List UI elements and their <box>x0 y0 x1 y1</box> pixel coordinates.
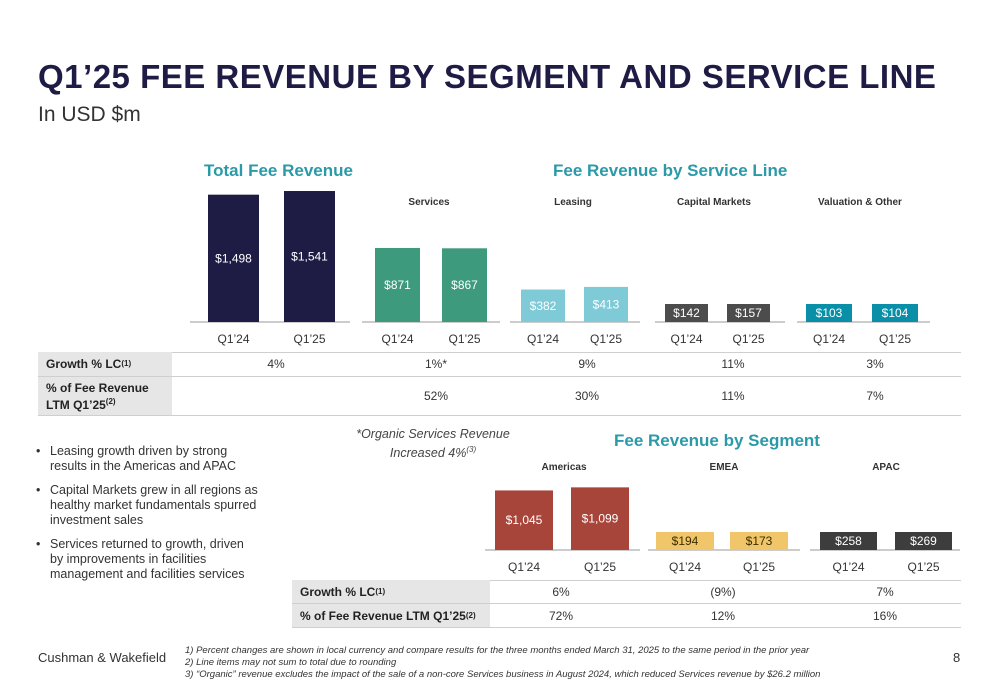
leasing-x-tick-label: Q1’24 <box>527 332 559 346</box>
apac-data-label: $269 <box>910 534 937 548</box>
leasing-data-label: $413 <box>593 297 620 311</box>
emea-x-tick-label: Q1’25 <box>743 560 775 574</box>
share-capital-markets: 11% <box>721 389 745 403</box>
service-share-label: % of Fee Revenue LTM Q1’25(2) <box>38 377 172 415</box>
americas-x-tick-label: Q1’24 <box>508 560 540 574</box>
total-fee-revenue-bar-q1-25 <box>284 191 335 322</box>
footnote-3: 3) “Organic” revenue excludes the impact… <box>185 669 821 680</box>
valuation-other-x-tick-label: Q1’25 <box>879 332 911 346</box>
segment-growth-label: Growth % LC (1) <box>292 580 490 603</box>
bullet-item: Capital Markets grew in all regions as h… <box>34 483 259 528</box>
americas-bar-q1-24 <box>495 490 553 550</box>
growth-total: 4% <box>267 357 285 371</box>
valuation-other-data-label: $103 <box>816 306 843 320</box>
segment-growth-row: Growth % LC (1) 6% (9%) 7% <box>292 580 961 604</box>
share-apac: 16% <box>872 608 898 623</box>
capital-markets-bar-q1-24 <box>665 304 708 322</box>
apac-data-label: $258 <box>835 534 862 548</box>
valuation-other-x-tick-label: Q1’24 <box>813 332 845 346</box>
segment-share-row: % of Fee Revenue LTM Q1’25 (2) 72% 12% 16… <box>292 604 961 628</box>
organic-services-note: *Organic Services Revenue Increased 4%(3… <box>356 427 510 461</box>
capital-markets-data-label: $157 <box>735 306 762 320</box>
apac-x-tick-label: Q1’25 <box>907 560 939 574</box>
total-fee-revenue-bar-q1-24 <box>208 194 259 322</box>
capital-markets-bar-q1-25 <box>727 304 770 322</box>
services-bar-q1-24 <box>375 247 420 322</box>
valuation-other-bar-q1-24 <box>806 304 852 322</box>
growth-services: 1%* <box>424 357 448 371</box>
services-x-tick-label: Q1’24 <box>381 332 413 346</box>
footnotes: 1) Percent changes are shown in local cu… <box>185 645 820 681</box>
valuation-other-chart-title: Valuation & Other <box>818 197 902 208</box>
service-line-heading: Fee Revenue by Service Line <box>553 161 788 180</box>
share-americas: 72% <box>548 608 574 623</box>
total-fee-revenue-data-label: $1,498 <box>215 251 252 265</box>
growth-apac: 7% <box>876 584 894 599</box>
growth-americas: 6% <box>552 584 570 599</box>
emea-data-label: $194 <box>672 534 699 548</box>
services-chart-title: Services <box>408 197 450 208</box>
leasing-chart-title: Leasing <box>554 197 592 208</box>
services-data-label: $871 <box>384 278 411 292</box>
emea-bar-q1-25 <box>730 532 788 550</box>
leasing-bar-q1-25 <box>584 286 628 322</box>
services-data-label: $867 <box>451 278 478 292</box>
americas-data-label: $1,099 <box>582 512 619 526</box>
footnote-1: 1) Percent changes are shown in local cu… <box>185 645 810 656</box>
service-growth-label: Growth % LC (1) <box>38 352 172 376</box>
emea-x-tick-label: Q1’24 <box>669 560 701 574</box>
bullet-item: Leasing growth driven by strong results … <box>34 444 259 474</box>
growth-emea: (9%) <box>710 584 736 599</box>
americas-x-tick-label: Q1’25 <box>584 560 616 574</box>
service-share-row: % of Fee Revenue LTM Q1’25(2) 52% 30% 11%… <box>38 377 961 416</box>
americas-chart-title: Americas <box>541 462 586 473</box>
emea-data-label: $173 <box>746 534 773 548</box>
segment-heading: Fee Revenue by Segment <box>614 431 820 450</box>
apac-chart-title: APAC <box>872 462 900 473</box>
segment-share-label: % of Fee Revenue LTM Q1’25 (2) <box>292 604 490 627</box>
valuation-other-bar-q1-25 <box>872 304 918 322</box>
apac-bar-q1-25 <box>895 532 952 550</box>
services-bar-q1-25 <box>442 248 487 322</box>
total-fee-revenue-data-label: $1,541 <box>291 250 328 264</box>
segment-table: Growth % LC (1) 6% (9%) 7% % of Fee Reven… <box>292 580 961 628</box>
americas-bar-q1-25 <box>571 487 629 550</box>
growth-capital-markets: 11% <box>721 357 745 371</box>
emea-chart-title: EMEA <box>710 462 739 473</box>
capital-markets-chart-title: Capital Markets <box>677 197 751 208</box>
apac-bar-q1-24 <box>820 532 877 550</box>
service-growth-row: Growth % LC (1) 4% 1%* 9% 11% 3% <box>38 352 961 377</box>
total-fee-revenue-heading: Total Fee Revenue <box>204 161 353 180</box>
emea-bar-q1-24 <box>656 532 714 550</box>
commentary-bullets: Leasing growth driven by strong results … <box>34 444 259 591</box>
service-line-table: Growth % LC (1) 4% 1%* 9% 11% 3% % of Fee… <box>38 352 961 416</box>
capital-markets-data-label: $142 <box>673 306 700 320</box>
bullet-item: Services returned to growth, driven by i… <box>34 537 259 582</box>
growth-valuation: 3% <box>866 357 884 371</box>
total-fee-revenue-x-tick-label: Q1’25 <box>293 332 325 346</box>
americas-data-label: $1,045 <box>506 513 543 527</box>
apac-x-tick-label: Q1’24 <box>832 560 864 574</box>
company-name: Cushman & Wakefield <box>38 650 167 665</box>
page-subtitle: In USD $m <box>38 103 141 126</box>
growth-leasing: 9% <box>578 357 596 371</box>
capital-markets-x-tick-label: Q1’24 <box>670 332 702 346</box>
page-title: Q1’25 FEE REVENUE BY SEGMENT AND SERVICE… <box>38 58 937 95</box>
footnote-2: 2) Line items may not sum to total due t… <box>185 657 397 668</box>
services-x-tick-label: Q1’25 <box>448 332 480 346</box>
page-number: 8 <box>953 650 961 665</box>
leasing-bar-q1-24 <box>521 289 565 322</box>
leasing-x-tick-label: Q1’25 <box>590 332 622 346</box>
share-leasing: 30% <box>574 389 600 403</box>
share-services: 52% <box>423 389 449 403</box>
leasing-data-label: $382 <box>530 299 557 313</box>
share-emea: 12% <box>710 608 736 623</box>
share-valuation: 7% <box>866 389 884 403</box>
total-fee-revenue-x-tick-label: Q1’24 <box>217 332 249 346</box>
valuation-other-data-label: $104 <box>882 306 909 320</box>
capital-markets-x-tick-label: Q1’25 <box>732 332 764 346</box>
